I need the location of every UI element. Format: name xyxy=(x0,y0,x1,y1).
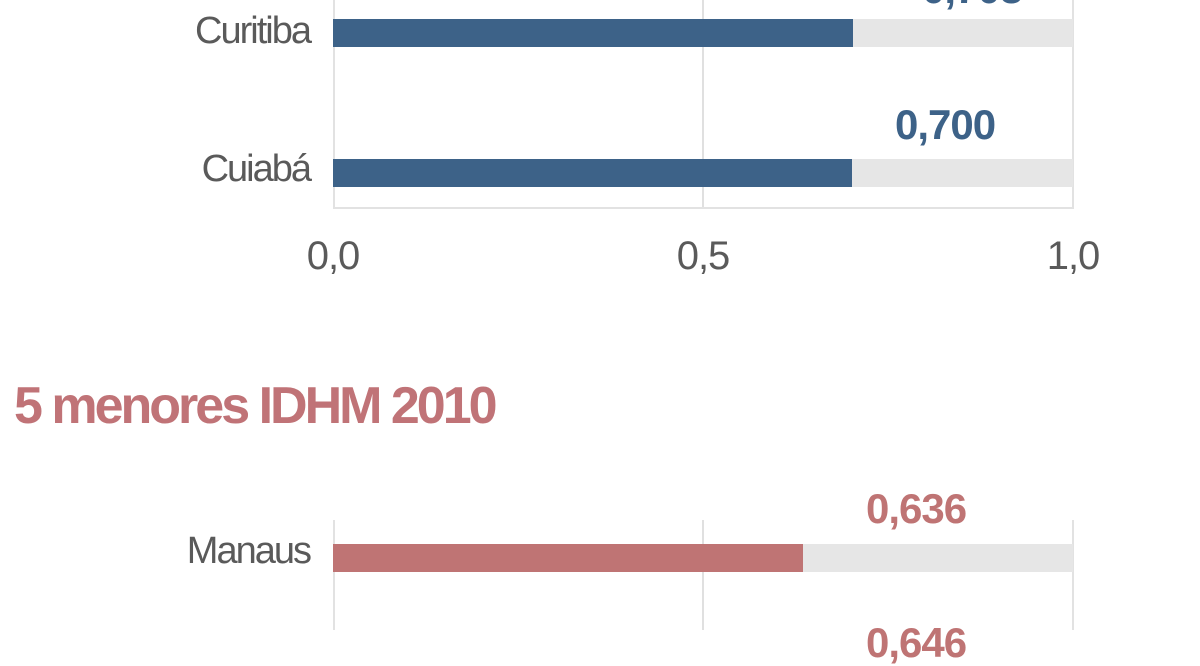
bar-cuiaba xyxy=(333,159,852,187)
category-label-manaus: Manaus xyxy=(186,530,312,572)
bar-manaus xyxy=(333,544,803,572)
x-tick-1: 1,0 xyxy=(1046,234,1101,278)
category-label-curitiba: Curitiba xyxy=(195,10,312,52)
gridline-0-5 xyxy=(702,0,704,208)
gridline-0-5 xyxy=(702,520,704,630)
value-label-manaus: 0,636 xyxy=(866,485,967,532)
axis-right-line xyxy=(1072,520,1074,630)
axis-left-line xyxy=(333,0,335,208)
value-label-cuiaba: 0,700 xyxy=(895,101,996,148)
axis-bottom-line xyxy=(333,207,1074,209)
axis-left-line xyxy=(333,520,335,630)
chart-title: 5 menores IDHM 2010 xyxy=(14,377,498,435)
x-tick-0: 0,0 xyxy=(306,234,361,278)
value-label-curitiba-cutoff: 0,703 xyxy=(922,0,1023,10)
x-tick-0-5: 0,5 xyxy=(676,234,731,278)
category-label-cuiaba: Cuiabá xyxy=(201,148,312,190)
bar-curitiba xyxy=(333,19,853,47)
axis-right-line xyxy=(1072,0,1074,208)
value-label-next-cutoff: 0,646 xyxy=(866,619,967,666)
